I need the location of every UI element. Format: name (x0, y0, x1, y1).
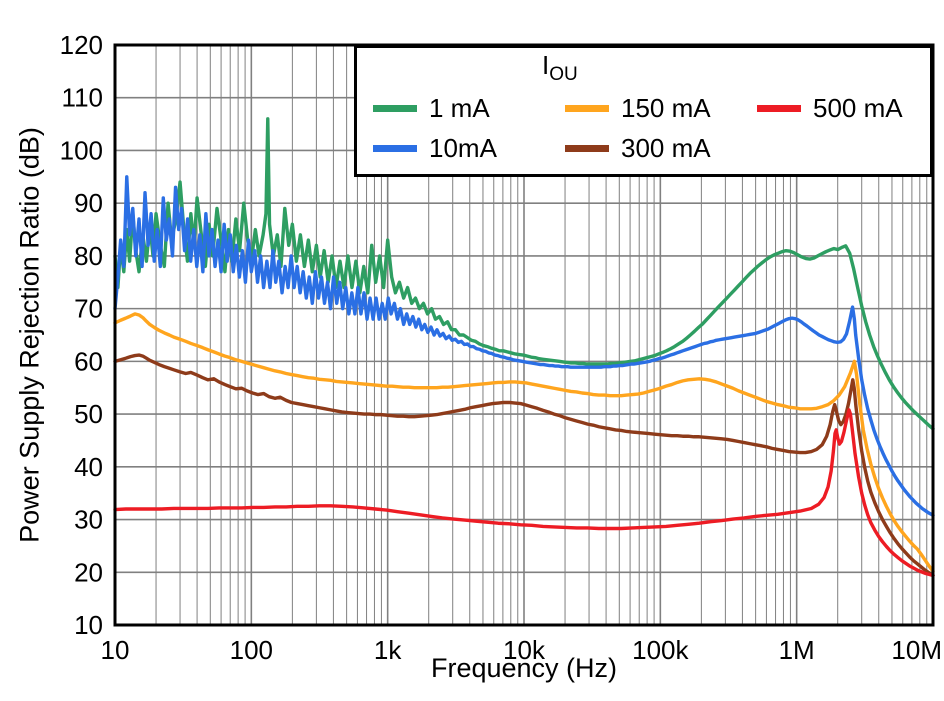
legend-column: 150 mA 300 mA (565, 88, 757, 168)
legend-swatch (373, 144, 417, 152)
x-tick-label: 100k (632, 635, 689, 665)
legend-title-sub: OU (549, 64, 578, 86)
series-layer (113, 117, 935, 578)
legend-entry: 150 mA (565, 88, 757, 128)
y-axis-label: Power Supply Rejection Ratio (dB) (14, 127, 45, 543)
y-tick-label: 60 (74, 346, 103, 376)
series-line (113, 175, 935, 518)
legend-entry: 500 mA (757, 88, 944, 128)
y-tick-label: 100 (60, 135, 103, 165)
y-tick-label: 90 (74, 188, 103, 218)
y-tick-label: 80 (74, 241, 103, 271)
legend-label: 150 mA (621, 92, 711, 123)
legend-column: 500 mA (757, 88, 944, 168)
series-line (113, 117, 935, 431)
legend-swatch (373, 104, 417, 112)
y-tick-label: 70 (74, 294, 103, 324)
x-tick-label: 1M (779, 635, 815, 665)
legend-label: 10mA (429, 132, 497, 163)
legend-swatch (565, 144, 609, 152)
y-tick-label: 110 (62, 83, 103, 113)
y-tick-label: 50 (74, 399, 103, 429)
legend-title: IOU (542, 50, 578, 86)
legend-entry: 300 mA (565, 128, 757, 168)
y-tick-label: 10 (74, 610, 103, 640)
x-tick-label: 10 (101, 635, 130, 665)
grid-layer (115, 45, 933, 625)
legend: IOU 1 mA 10mA 150 mA 300 mA 500 mA (354, 45, 933, 177)
legend-label: 1 mA (429, 92, 490, 123)
x-axis-label: Frequency (Hz) (430, 653, 618, 683)
x-tick-label: 10M (891, 635, 942, 665)
x-tick-label: 10k (503, 635, 546, 665)
legend-label: 300 mA (621, 132, 711, 163)
series-line (113, 353, 935, 578)
legend-entries: 1 mA 10mA 150 mA 300 mA 500 mA (373, 88, 944, 168)
legend-title-main: I (542, 50, 550, 80)
y-tick-label: 20 (74, 557, 103, 587)
x-tick-label: 100 (230, 635, 273, 665)
legend-entry: 1 mA (373, 88, 565, 128)
legend-swatch (565, 104, 609, 112)
y-tick-label: 120 (60, 30, 103, 60)
legend-label: 500 mA (813, 92, 903, 123)
y-tick-label: 40 (74, 452, 103, 482)
series-line (113, 408, 935, 578)
legend-column: 1 mA 10mA (373, 88, 565, 168)
legend-entry: 10mA (373, 128, 565, 168)
series-line (113, 312, 935, 573)
x-tick-label: 1k (374, 635, 402, 665)
tick-labels: 10 20 30 40 50 60 70 80 90 100 110 120 10 100 1k 10k 100… (60, 30, 942, 665)
legend-swatch (757, 104, 801, 112)
y-tick-label: 30 (74, 505, 103, 535)
